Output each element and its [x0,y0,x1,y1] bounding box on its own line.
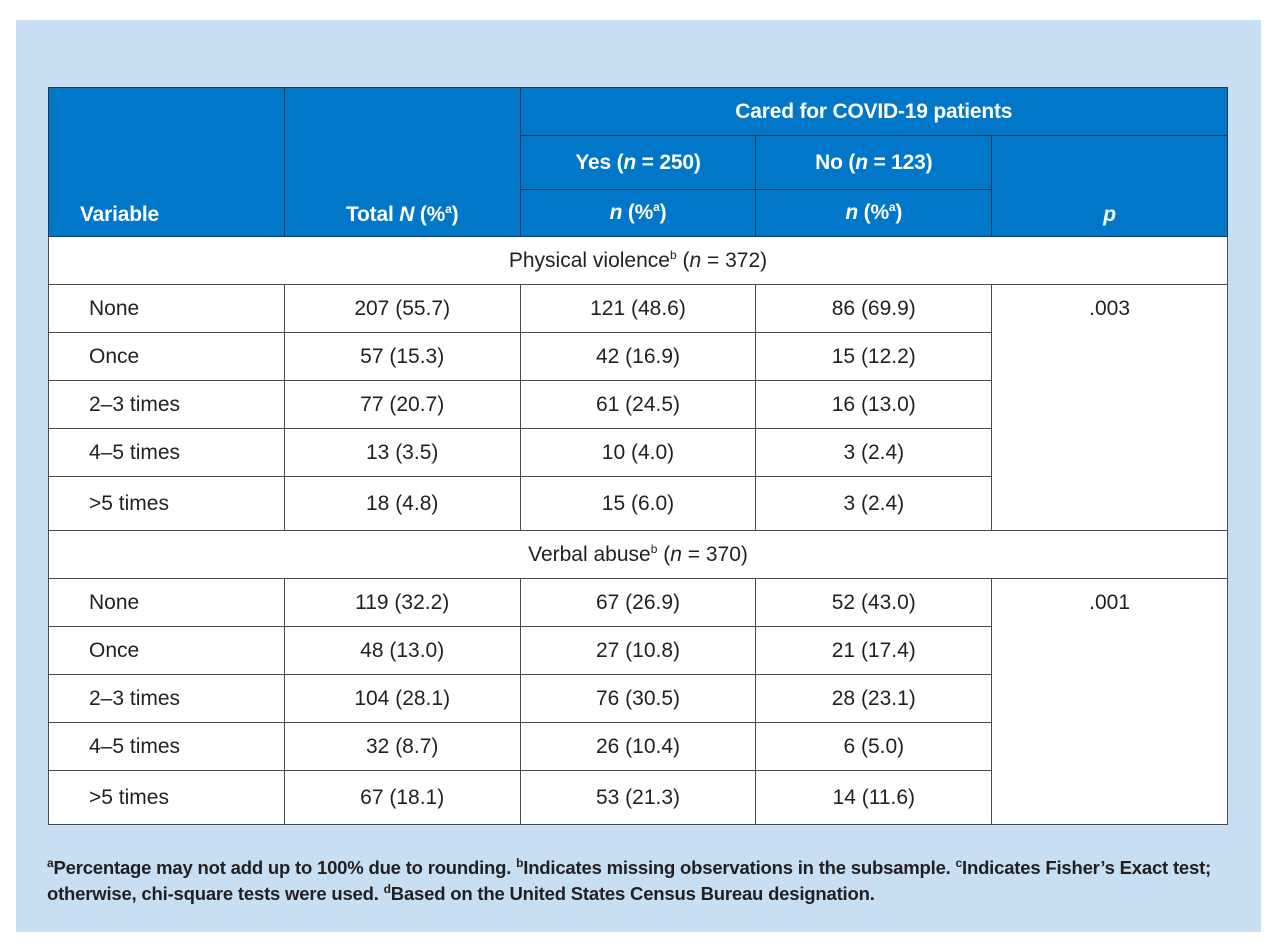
header-no-npct: n (%a) [755,189,993,237]
cell-total: 119 (32.2) [283,578,521,627]
row-label: >5 times [48,476,285,531]
row-label: 2–3 times [48,674,285,723]
row-label: None [48,284,285,333]
header-yes-npct: n (%a) [519,189,757,237]
cell-no: 15 (12.2) [755,332,993,381]
cell-total: 57 (15.3) [283,332,521,381]
table-row: Once 48 (13.0) 27 (10.8) 21 (17.4) [48,626,1228,675]
cell-no: 3 (2.4) [755,476,993,531]
row-label: Once [48,332,285,381]
cell-yes: 76 (30.5) [519,674,757,723]
table-row: 4–5 times 13 (3.5) 10 (4.0) 3 (2.4) [48,428,1228,477]
cell-no: 86 (69.9) [755,284,993,333]
row-label: 2–3 times [48,380,285,429]
cell-no: 6 (5.0) [755,722,993,771]
section-title-physical-violence: Physical violenceb (n = 372) [47,236,1229,285]
cell-yes: 27 (10.8) [519,626,757,675]
cell-total: 18 (4.8) [283,476,521,531]
cell-p-value: .003 [991,284,1229,531]
table-row: None 119 (32.2) 67 (26.9) 52 (43.0) .001 [48,578,1229,825]
header-no: No (n = 123) [755,135,993,190]
cell-no: 16 (13.0) [755,380,993,429]
cell-no: 21 (17.4) [755,626,993,675]
cell-p-value: .001 [991,578,1229,825]
header-group-title: Cared for COVID-19 patients [519,87,1229,136]
table-footnote: aPercentage may not add up to 100% due t… [47,855,1212,904]
table-row: >5 times 18 (4.8) 15 (6.0) 3 (2.4) [48,476,1228,531]
cell-no: 28 (23.1) [755,674,993,723]
table-row: Once 57 (15.3) 42 (16.9) 15 (12.2) [48,332,1228,381]
cell-total: 104 (28.1) [283,674,521,723]
data-table: Variable Total N (%a) Cared for COVID-19… [47,87,1229,825]
cell-yes: 53 (21.3) [519,770,757,825]
row-label: None [48,578,285,627]
cell-yes: 61 (24.5) [519,380,757,429]
row-label: 4–5 times [48,722,285,771]
cell-total: 48 (13.0) [283,626,521,675]
cell-total: 207 (55.7) [283,284,521,333]
table-row: 2–3 times 104 (28.1) 76 (30.5) 28 (23.1) [48,674,1228,723]
cell-total: 13 (3.5) [283,428,521,477]
table-row: 2–3 times 77 (20.7) 61 (24.5) 16 (13.0) [48,380,1228,429]
cell-yes: 15 (6.0) [519,476,757,531]
row-label: Once [48,626,285,675]
cell-yes: 67 (26.9) [519,578,757,627]
cell-yes: 26 (10.4) [519,722,757,771]
table-row: 4–5 times 32 (8.7) 26 (10.4) 6 (5.0) [48,722,1228,771]
cell-yes: 10 (4.0) [519,428,757,477]
cell-yes: 42 (16.9) [519,332,757,381]
cell-total: 77 (20.7) [283,380,521,429]
header-p: p [991,135,1229,237]
row-label: 4–5 times [48,428,285,477]
table-row: >5 times 67 (18.1) 53 (21.3) 14 (11.6) [48,770,1228,825]
header-yes: Yes (n = 250) [519,135,757,190]
header-variable: Variable [48,87,285,237]
table-row: None 207 (55.7) 121 (48.6) 86 (69.9) .00… [48,284,1229,531]
row-label: >5 times [48,770,285,825]
cell-yes: 121 (48.6) [519,284,757,333]
cell-total: 32 (8.7) [283,722,521,771]
cell-no: 3 (2.4) [755,428,993,477]
cell-no: 14 (11.6) [755,770,993,825]
cell-no: 52 (43.0) [755,578,993,627]
header-total: Total N (%a) [283,87,521,237]
cell-total: 67 (18.1) [283,770,521,825]
section-title-verbal-abuse: Verbal abuseb (n = 370) [47,530,1229,579]
